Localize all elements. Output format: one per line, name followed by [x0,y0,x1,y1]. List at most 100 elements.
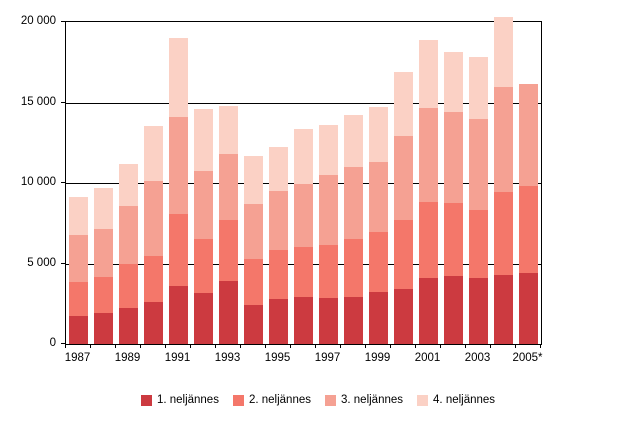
bar-1991 [169,38,188,344]
x-axis-tick [490,344,491,348]
x-axis-tick [290,344,291,348]
bar-segment [244,155,263,205]
bar-segment [469,278,488,344]
bar-segment [444,112,463,204]
x-axis-label: 1999 [364,352,391,364]
x-axis-label: 2005* [512,352,543,364]
x-axis-tick [265,344,266,348]
bar-segment [194,171,213,239]
bar-segment [269,298,288,344]
legend: 1. neljännes 2. neljännes 3. neljännes 4. n… [0,394,636,406]
x-axis-label: 1997 [314,352,341,364]
bar-segment [69,281,88,316]
bar-segment [394,136,413,221]
bar-segment [369,232,388,292]
legend-label: 3. neljännes [341,394,404,406]
bar-2005* [519,84,538,344]
gridline [66,102,541,104]
bar-segment [519,185,538,274]
bar-segment [219,220,238,282]
bar-segment [444,51,463,113]
bar-segment [294,183,313,247]
bar-segment [119,307,138,344]
bar-segment [269,191,288,250]
bar-segment [194,292,213,344]
bar-segment [144,302,163,344]
legend-label: 4. neljännes [433,394,496,406]
bar-segment [344,166,363,239]
legend-swatch [232,394,244,406]
y-axis-tick [61,262,65,264]
bar-1988 [94,187,113,344]
bar-segment [169,286,188,344]
legend-swatch [140,394,152,406]
y-axis-label: 15 000 [20,95,56,108]
bar-segment [494,274,513,344]
y-axis-tick [61,182,65,183]
bar-1997 [319,125,338,344]
bar-1995 [269,146,288,344]
bar-segment [219,281,238,344]
bar-segment [144,181,163,257]
legend-item: 2. neljännes [232,394,311,406]
bar-segment [94,187,113,229]
bar-segment [494,87,513,192]
x-axis-tick [315,344,316,348]
y-axis-label: 5 000 [27,256,56,269]
bar-segment [94,312,113,344]
bar-1996 [294,129,313,344]
x-axis-tick [115,344,116,348]
legend-item: 4. neljännes [417,394,495,406]
bar-segment [69,315,88,344]
bar-1994 [244,155,263,344]
bar-segment [419,278,438,344]
x-axis-tick [90,344,91,348]
bar-segment [419,39,438,109]
bar-segment [219,105,238,155]
x-axis-tick [365,344,366,348]
y-axis-label: 20 000 [20,15,56,27]
bar-segment [419,201,438,278]
bar-segment [69,196,88,235]
x-axis-tick [140,344,141,348]
bar-segment [169,38,188,117]
legend-label: 1. neljännes [156,394,219,406]
x-axis-label: 1995 [264,352,291,364]
bar-segment [419,108,438,202]
bar-segment [519,84,538,186]
bar-segment [94,277,113,313]
x-axis-tick [415,344,416,348]
bar-segment [319,125,338,176]
x-axis-label: 2001 [414,352,441,364]
legend-swatch [417,394,429,406]
x-axis-tick [390,344,391,348]
bar-segment [144,125,163,182]
bar-segment [94,228,113,278]
legend-swatch [325,394,336,406]
bar-segment [244,258,263,305]
bar-segment [369,107,388,163]
bar-segment [319,175,338,246]
bar-segment [469,118,488,211]
bar-2001 [419,39,438,344]
x-axis-tick [515,344,516,348]
x-axis-tick [540,344,541,348]
x-axis-tick [440,344,441,348]
x-axis-tick [240,344,241,348]
bar-1987 [69,196,88,344]
bar-2004 [494,16,513,344]
legend-label: 2. neljännes [248,394,311,406]
bar-segment [369,291,388,344]
bar-segment [344,115,363,167]
bar-2000 [394,72,413,344]
bar-segment [194,109,213,172]
x-axis-label: 1987 [64,352,91,364]
bar-segment [394,220,413,290]
x-axis-label: 1989 [114,352,141,364]
x-axis-tick [65,344,66,348]
bar-2002 [444,51,463,344]
bar-segment [269,249,288,299]
bar-segment [319,298,338,344]
bar-segment [294,297,313,344]
